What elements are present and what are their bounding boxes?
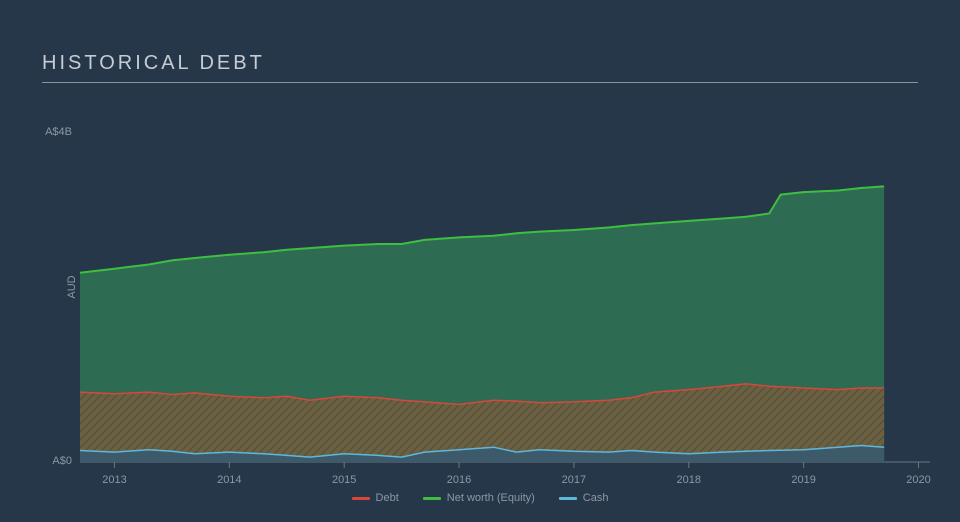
y-tick-label: A$4B	[45, 126, 72, 138]
y-axis-title: AUD	[66, 275, 78, 298]
x-tick-label: 2015	[332, 474, 356, 486]
x-tick-label: 2018	[677, 474, 701, 486]
x-tick-label: 2017	[562, 474, 586, 486]
x-tick-label: 2019	[791, 474, 815, 486]
historical-debt-chart: HISTORICAL DEBT A$0A$4B 2013201420152016…	[0, 0, 960, 522]
legend-item-debt: Debt	[352, 492, 399, 504]
legend-swatch	[559, 497, 577, 500]
legend-label: Net worth (Equity)	[447, 492, 535, 504]
legend-label: Cash	[583, 492, 609, 504]
legend-item-cash: Cash	[559, 492, 609, 504]
x-tick-label: 2013	[102, 474, 126, 486]
x-tick-label: 2014	[217, 474, 241, 486]
x-tick-label: 2020	[906, 474, 930, 486]
legend-item-equity: Net worth (Equity)	[423, 492, 535, 504]
legend-label: Debt	[376, 492, 399, 504]
x-tick-label: 2016	[447, 474, 471, 486]
legend-swatch	[352, 497, 370, 500]
legend-swatch	[423, 497, 441, 500]
y-tick-label: A$0	[52, 455, 72, 467]
chart-legend: Debt Net worth (Equity) Cash	[0, 492, 960, 504]
plot-area	[0, 0, 960, 522]
